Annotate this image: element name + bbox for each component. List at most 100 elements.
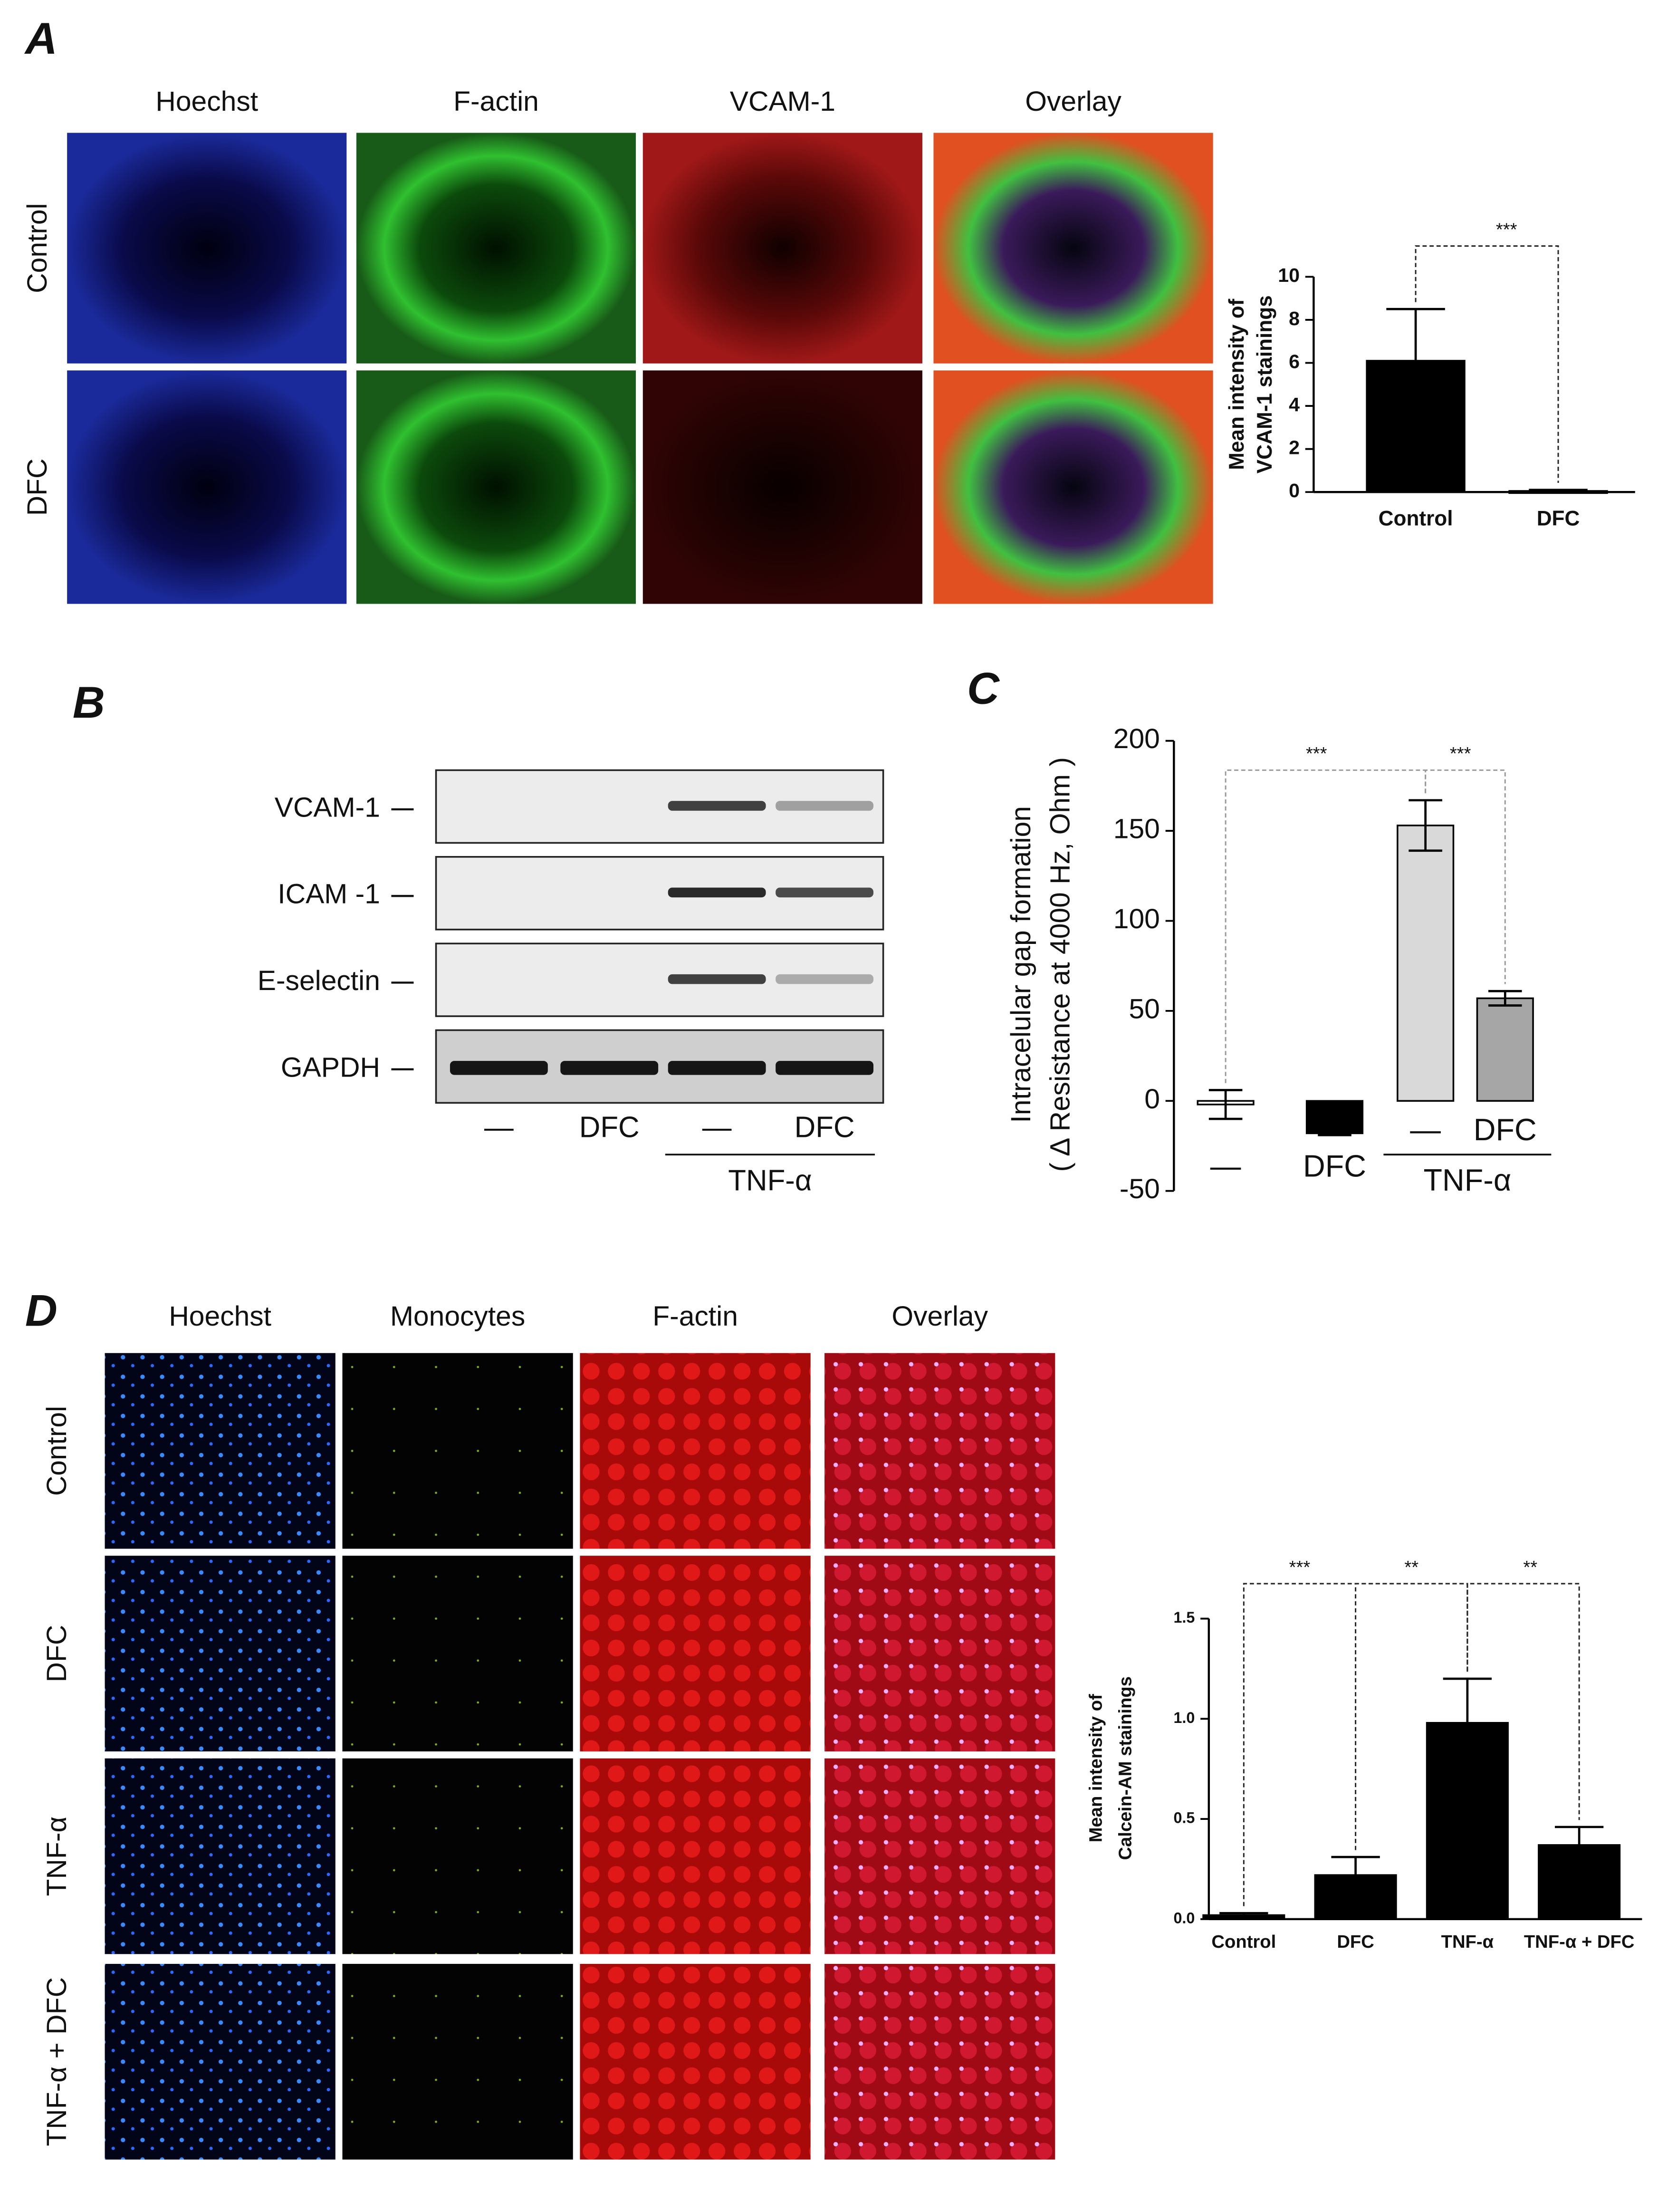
- micrograph: [105, 1353, 335, 1549]
- blot-band: [668, 974, 766, 984]
- x-tick-label: —: [1410, 1112, 1441, 1147]
- group-label: TNF-α: [1424, 1163, 1512, 1197]
- band-label: E-selectin: [258, 965, 380, 996]
- column-header: Hoechst: [155, 86, 258, 117]
- micrograph: [105, 1758, 335, 1954]
- y-tick-label: 100: [1113, 904, 1160, 934]
- micrograph: [67, 370, 347, 604]
- bar: [1508, 490, 1608, 494]
- significance-bracket: [1466, 1583, 1580, 1820]
- significance-bracket: [1425, 769, 1506, 984]
- y-tick-label: 4: [1289, 394, 1300, 415]
- panel-label: A: [24, 13, 57, 63]
- lane-label: DFC: [795, 1111, 855, 1144]
- y-tick-label: 150: [1113, 814, 1160, 845]
- micrograph: [580, 1963, 811, 2160]
- micrograph: [105, 1963, 335, 2160]
- micrograph: [824, 1353, 1055, 1549]
- y-tick-label: 0: [1144, 1084, 1160, 1115]
- y-axis-label: Calcein-AM stainings: [1115, 1676, 1135, 1860]
- column-header: Monocytes: [390, 1301, 525, 1332]
- bar: [1538, 1844, 1621, 1920]
- column-header: Overlay: [891, 1301, 988, 1332]
- bar: [1305, 1100, 1364, 1135]
- y-tick-label: 6: [1289, 350, 1300, 372]
- micrograph: [642, 370, 922, 604]
- panel-label: D: [25, 1285, 57, 1335]
- micrograph: [933, 133, 1213, 364]
- bar: [1397, 824, 1455, 1102]
- y-tick-label: 1.0: [1173, 1709, 1195, 1726]
- blot-band: [776, 974, 874, 984]
- column-header: Hoechst: [169, 1301, 271, 1332]
- blot-band: [668, 1061, 766, 1075]
- bar: [1202, 1914, 1285, 1920]
- y-tick-label: 0.0: [1173, 1909, 1195, 1926]
- x-tick-label: Control: [1211, 1932, 1276, 1952]
- error-bar: [1219, 1912, 1268, 1915]
- row-label: TNF-α + DFC: [41, 1977, 72, 2146]
- y-axis-label: Mean intensity of: [1086, 1694, 1106, 1842]
- y-tick-label: 10: [1278, 264, 1300, 286]
- x-tick-label: Control: [1379, 507, 1453, 530]
- significance-label: ***: [1289, 1557, 1311, 1577]
- micrograph: [824, 1963, 1055, 2160]
- row-label: Control: [41, 1406, 72, 1496]
- micrograph: [356, 370, 636, 604]
- blot-strip: [435, 943, 884, 1017]
- micrograph: [342, 1963, 573, 2160]
- figure-content: A B C D Hoechst F-actin VCAM-1 Overlay Control DF…: [22, 13, 1642, 2160]
- error-bar: [1386, 308, 1445, 361]
- micrograph: [67, 133, 347, 364]
- band-label: ICAM -1: [278, 879, 380, 910]
- significance-label: ***: [1496, 219, 1517, 240]
- panel-label: B: [73, 677, 105, 727]
- lane-label: —: [484, 1111, 514, 1144]
- error-bar: [1331, 1856, 1380, 1875]
- y-tick-label: 1.5: [1173, 1609, 1195, 1626]
- blot-band: [668, 887, 766, 898]
- y-axis-label: Mean intensity of: [1225, 298, 1248, 470]
- error-bar: [1318, 1130, 1351, 1136]
- error-bar: [1488, 990, 1522, 1007]
- blot-band: [776, 887, 874, 898]
- significance-label: **: [1404, 1557, 1418, 1577]
- row-label: DFC: [41, 1625, 72, 1683]
- error-bar: [1443, 1677, 1492, 1723]
- blot-strip: [435, 769, 884, 844]
- panel-label: C: [967, 664, 1000, 713]
- band-label: GAPDH: [281, 1052, 380, 1083]
- micrograph: [342, 1353, 573, 1549]
- significance-bracket: [1415, 245, 1559, 483]
- error-bar: [1529, 489, 1588, 491]
- y-axis-label: VCAM-1 stainings: [1253, 295, 1276, 473]
- column-header: Overlay: [1025, 86, 1121, 117]
- micrograph: [824, 1758, 1055, 1954]
- y-tick-label: 0.5: [1173, 1809, 1195, 1827]
- x-tick-label: DFC: [1337, 1932, 1374, 1952]
- blot-band: [668, 801, 766, 811]
- row-label: DFC: [22, 459, 53, 516]
- column-header: F-actin: [453, 86, 539, 117]
- y-tick-label: 2: [1289, 437, 1300, 459]
- micrograph: [933, 370, 1213, 604]
- column-header: VCAM-1: [730, 86, 835, 117]
- micrograph: [580, 1353, 811, 1549]
- micrograph: [356, 133, 636, 364]
- row-label: TNF-α: [41, 1817, 72, 1896]
- blot-band: [450, 1061, 548, 1075]
- group-label: TNF-α: [728, 1164, 812, 1197]
- blot-band: [776, 801, 874, 811]
- error-bar: [1409, 799, 1442, 852]
- lane-label: —: [702, 1111, 732, 1144]
- micrograph: [824, 1556, 1055, 1751]
- micrograph: [580, 1556, 811, 1751]
- blot-band: [560, 1061, 659, 1075]
- significance-label: ***: [1306, 743, 1327, 764]
- micrograph: [105, 1556, 335, 1751]
- y-tick-label: 200: [1113, 723, 1160, 754]
- bar: [1476, 997, 1534, 1102]
- y-axis-label: ( Δ Resistance at 4000 Hz, Ohm ): [1045, 757, 1076, 1172]
